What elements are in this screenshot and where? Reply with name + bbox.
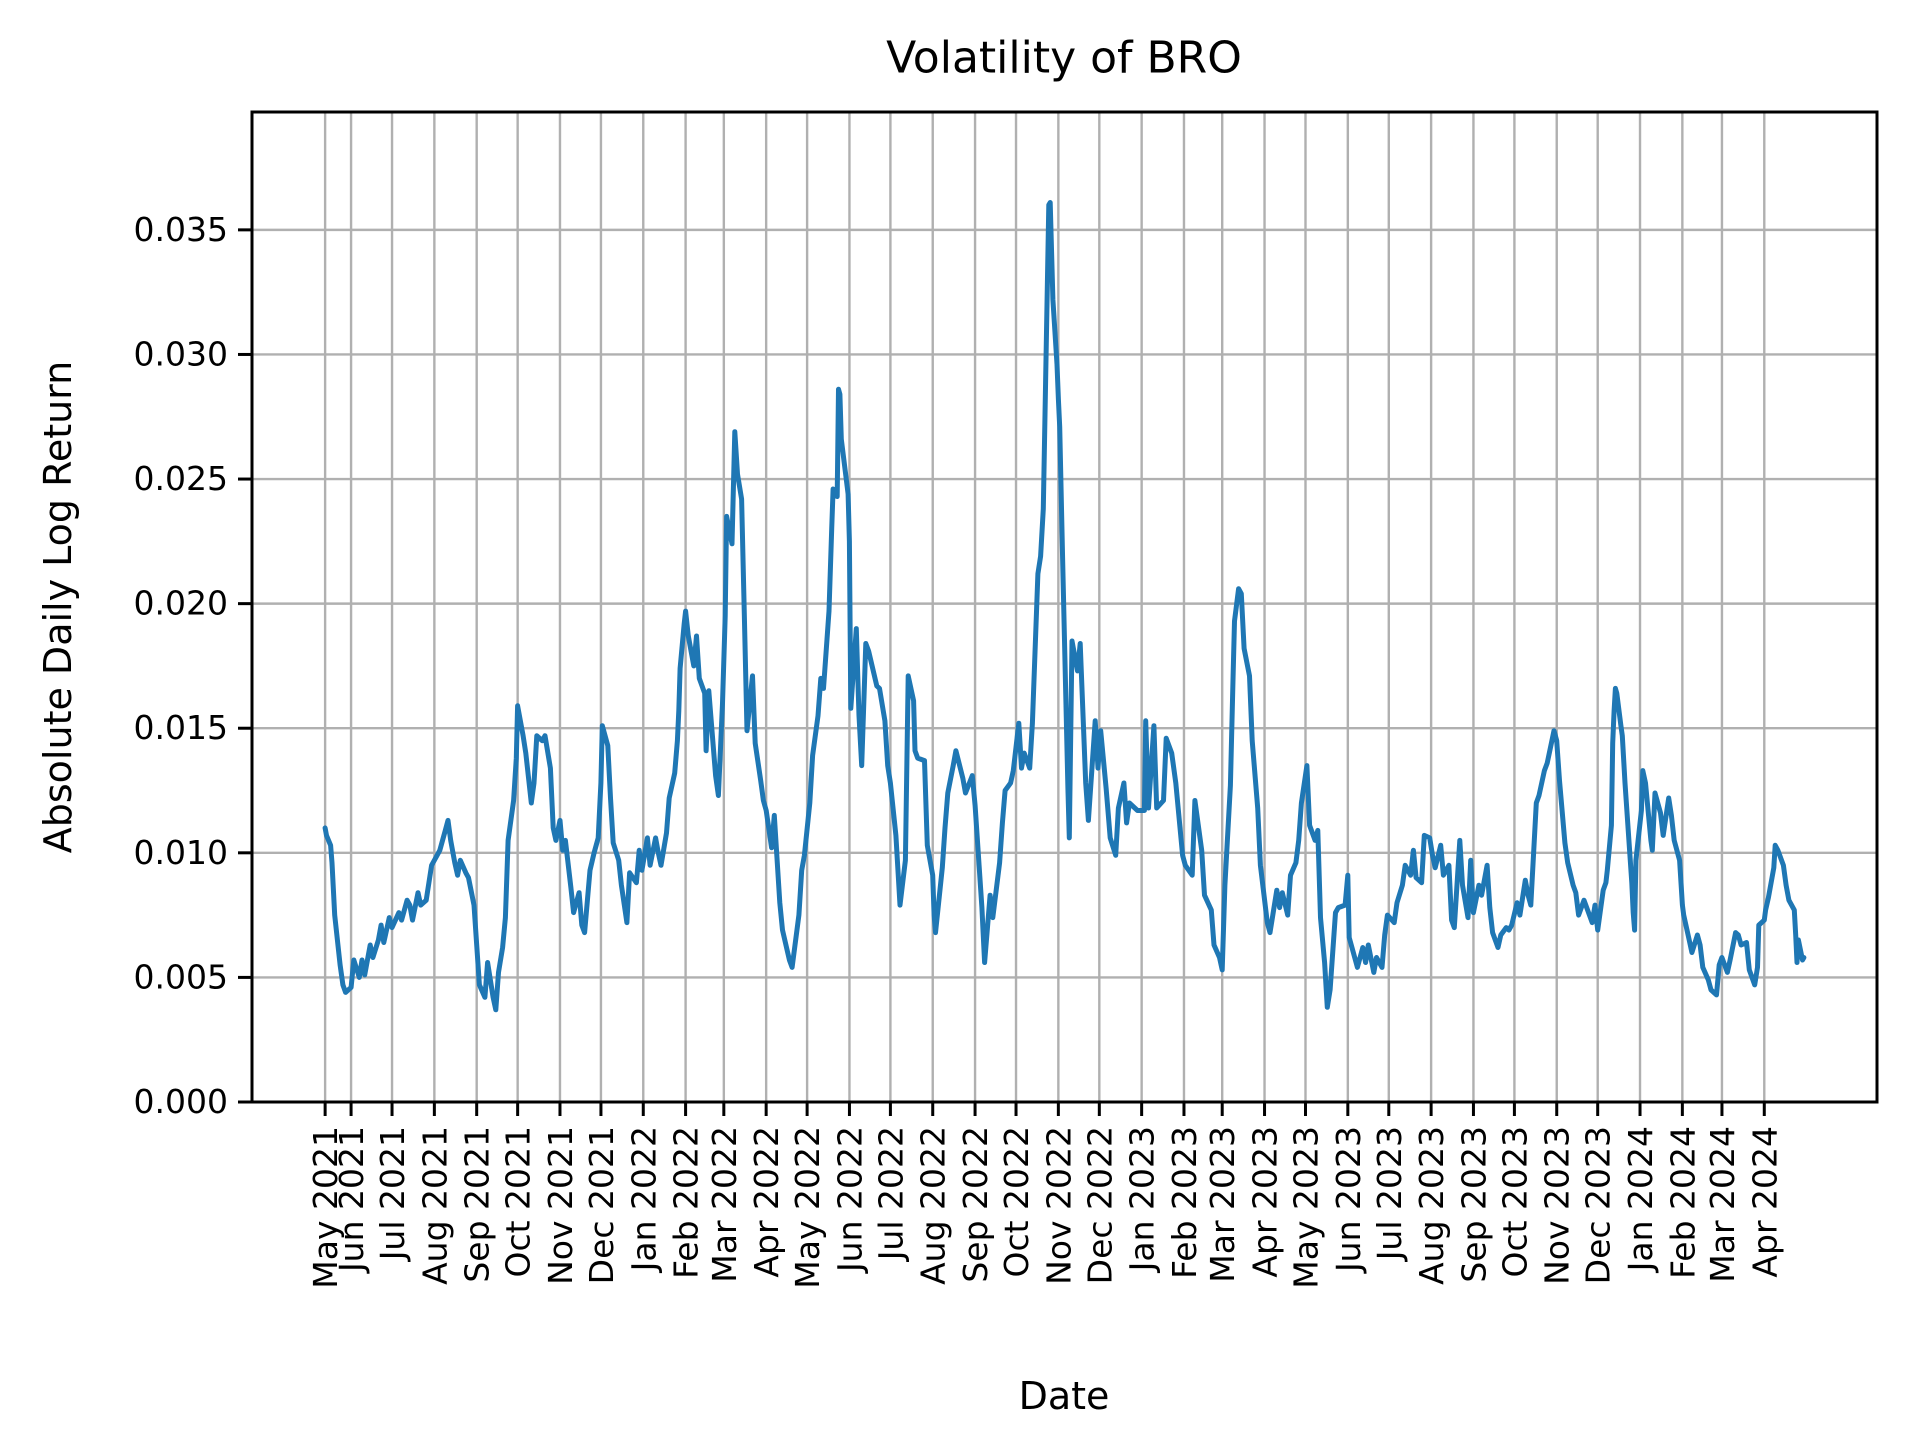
axes-box — [250, 110, 1879, 1104]
y-axis-label: Absolute Daily Log Return — [36, 360, 80, 854]
x-tick-label: Nov 2021 — [541, 1126, 580, 1285]
x-tick-label: Dec 2021 — [582, 1126, 621, 1284]
x-tick-label: Jun 2021 — [332, 1126, 371, 1274]
x-tick-label: Feb 2023 — [1165, 1126, 1204, 1279]
x-tick-label: Aug 2021 — [415, 1126, 454, 1285]
x-tick-label: Feb 2024 — [1663, 1126, 1702, 1279]
x-tick-label: Oct 2023 — [1495, 1126, 1534, 1278]
x-tick-label: May 2023 — [1286, 1126, 1325, 1289]
x-tick-label: Apr 2023 — [1246, 1126, 1285, 1278]
x-tick-label: Jan 2022 — [624, 1126, 663, 1273]
x-tick-label: Oct 2021 — [499, 1126, 538, 1278]
x-tick-label: Sep 2021 — [458, 1126, 497, 1283]
x-tick-label: Apr 2024 — [1745, 1126, 1784, 1278]
x-tick-label: Mar 2022 — [705, 1126, 744, 1283]
x-tick-label: Aug 2023 — [1412, 1126, 1451, 1285]
x-tick-label: Oct 2022 — [997, 1126, 1036, 1278]
x-tick-label: Jul 2022 — [871, 1126, 910, 1262]
y-tick-label: 0.020 — [134, 584, 228, 623]
x-tick-label: Jul 2023 — [1370, 1126, 1409, 1262]
x-tick-label: Jul 2021 — [373, 1126, 412, 1262]
x-tick-label: Sep 2023 — [1454, 1126, 1493, 1283]
x-tick-label: Mar 2024 — [1703, 1126, 1742, 1283]
x-tick-label: Jun 2023 — [1329, 1126, 1368, 1274]
x-tick-label: Apr 2022 — [747, 1126, 786, 1278]
y-tick-label: 0.015 — [134, 708, 228, 747]
x-tick-label: Nov 2022 — [1039, 1126, 1078, 1285]
y-tick-label: 0.010 — [134, 833, 228, 872]
y-tick-label: 0.000 — [134, 1082, 228, 1121]
x-tick-label: Jan 2023 — [1123, 1126, 1162, 1273]
x-tick-label: Feb 2022 — [667, 1126, 706, 1279]
y-tick-label: 0.030 — [134, 334, 228, 373]
chart-title: Volatility of BRO — [886, 32, 1242, 84]
x-tick-label: Dec 2022 — [1080, 1126, 1119, 1284]
y-tick-label: 0.025 — [134, 459, 228, 498]
x-tick-label: Nov 2023 — [1538, 1126, 1577, 1285]
x-tick-label: Jun 2022 — [830, 1126, 869, 1274]
x-tick-label: Dec 2023 — [1579, 1126, 1618, 1284]
x-tick-label: Sep 2022 — [956, 1126, 995, 1283]
y-tick-label: 0.035 — [134, 210, 228, 249]
x-tick-label: Aug 2022 — [914, 1126, 953, 1285]
x-tick-label: May 2021 — [306, 1126, 345, 1289]
x-axis-label: Date — [1018, 1374, 1110, 1418]
volatility-line — [322, 200, 1807, 1013]
x-tick-label: May 2022 — [788, 1126, 827, 1289]
x-tick-label: Jan 2024 — [1621, 1126, 1660, 1273]
y-tick-label: 0.005 — [134, 957, 228, 996]
x-tick-label: Mar 2023 — [1203, 1126, 1242, 1283]
